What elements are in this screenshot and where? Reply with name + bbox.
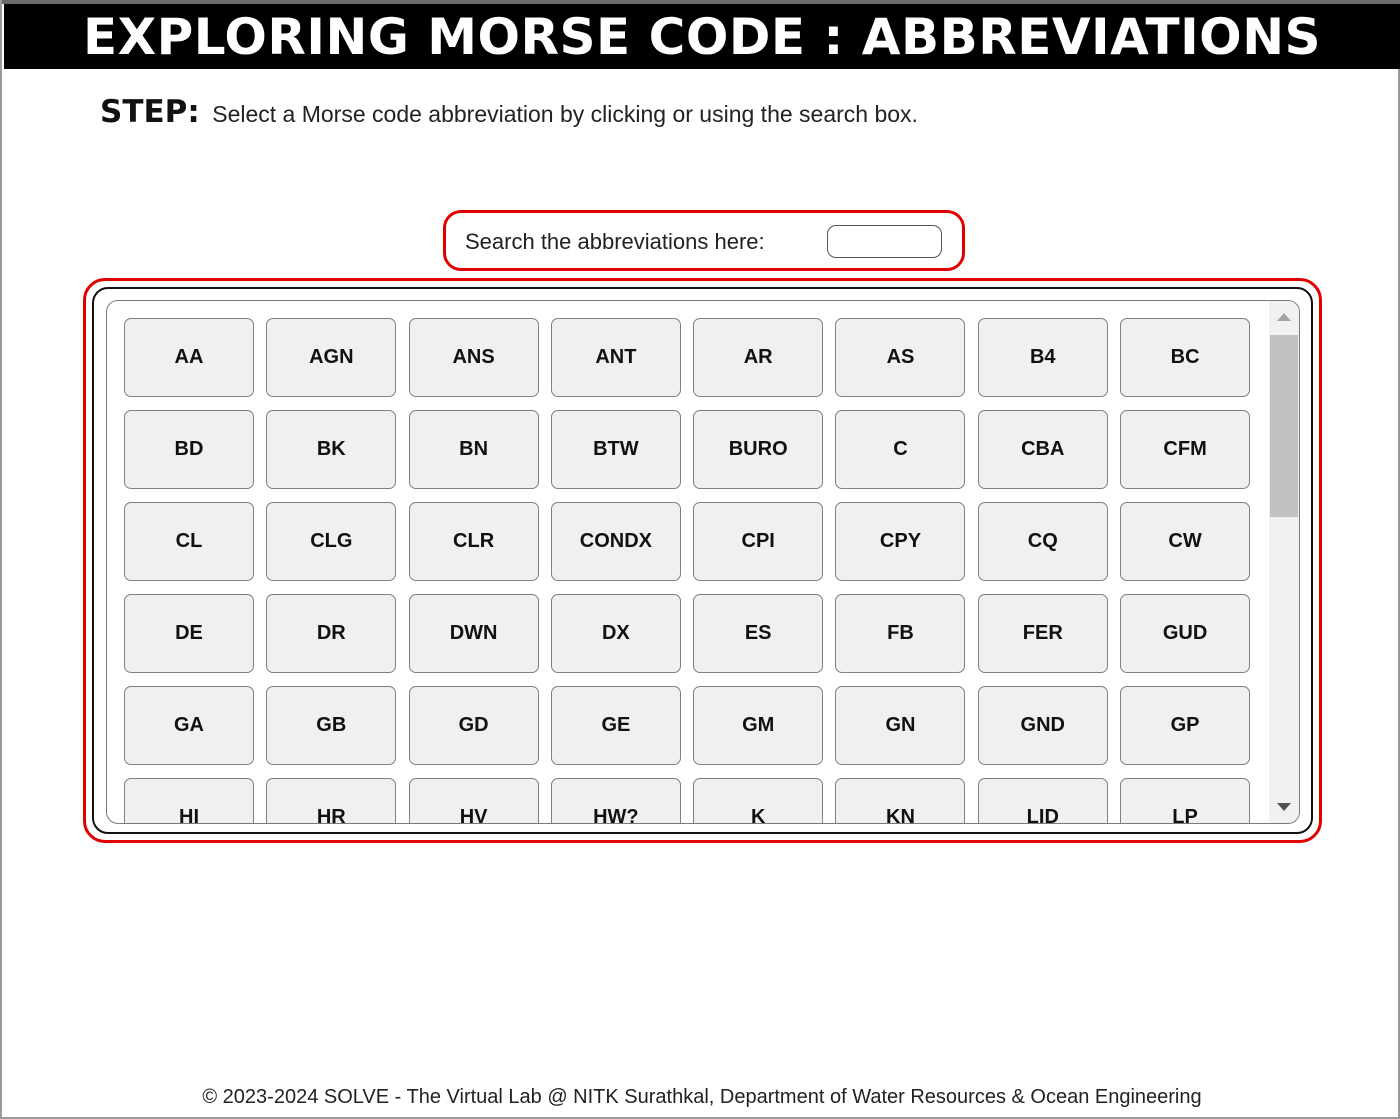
abbreviation-button[interactable]: AGN: [266, 318, 397, 397]
page-title: EXPLORING MORSE CODE : ABBREVIATIONS: [4, 4, 1400, 69]
abbreviation-button[interactable]: GM: [693, 686, 824, 765]
search-label: Search the abbreviations here:: [465, 229, 765, 254]
abbreviation-button[interactable]: HW?: [550, 778, 681, 823]
abbreviation-button[interactable]: BN: [408, 410, 539, 489]
abbreviation-button[interactable]: LID: [977, 778, 1108, 823]
abbreviation-button[interactable]: CPY: [835, 502, 966, 581]
scroll-up-button[interactable]: [1269, 301, 1299, 333]
abbreviation-button[interactable]: DX: [550, 594, 681, 673]
abbreviation-button[interactable]: C: [835, 410, 966, 489]
abbreviation-button[interactable]: DR: [266, 594, 397, 673]
abbreviation-button[interactable]: BTW: [550, 410, 681, 489]
abbreviation-button[interactable]: BURO: [693, 410, 824, 489]
abbreviation-button[interactable]: CPI: [693, 502, 824, 581]
abbreviation-button[interactable]: CONDX: [550, 502, 681, 581]
abbreviation-panel: AA AGN ANS ANT AR AS B4 BC BD BK BN BTW BURO C CBA CFM C…: [83, 278, 1322, 843]
step-text: Select a Morse code abbreviation by clic…: [212, 101, 918, 127]
search-container: Search the abbreviations here:: [443, 210, 965, 271]
abbreviation-button[interactable]: GND: [977, 686, 1108, 765]
scroll-down-button[interactable]: [1269, 791, 1299, 823]
abbreviation-button[interactable]: CLG: [266, 502, 397, 581]
abbreviation-button[interactable]: ANS: [408, 318, 539, 397]
abbreviation-button[interactable]: B4: [977, 318, 1108, 397]
abbreviation-button[interactable]: GN: [835, 686, 966, 765]
abbreviation-button[interactable]: CQ: [977, 502, 1108, 581]
abbreviation-button[interactable]: DWN: [408, 594, 539, 673]
abbreviation-button[interactable]: CL: [124, 502, 254, 581]
step-label: STEP:: [100, 94, 200, 130]
abbreviation-button[interactable]: GE: [550, 686, 681, 765]
abbreviation-button[interactable]: CFM: [1120, 410, 1251, 489]
abbreviation-button[interactable]: GB: [266, 686, 397, 765]
abbreviation-button[interactable]: CW: [1120, 502, 1251, 581]
abbreviation-button[interactable]: GA: [124, 686, 254, 765]
abbreviation-button[interactable]: ANT: [550, 318, 681, 397]
abbreviation-button[interactable]: AS: [835, 318, 966, 397]
abbreviation-button[interactable]: AA: [124, 318, 254, 397]
abbreviation-list: AA AGN ANS ANT AR AS B4 BC BD BK BN BTW BURO C CBA CFM C…: [106, 300, 1300, 824]
footer-copyright: © 2023-2024 SOLVE - The Virtual Lab @ NI…: [202, 1086, 1202, 1108]
scrollbar-thumb[interactable]: [1270, 335, 1298, 517]
search-input[interactable]: [827, 225, 942, 258]
abbreviation-button[interactable]: HV: [408, 778, 539, 823]
vertical-scrollbar[interactable]: [1269, 301, 1299, 823]
abbreviation-button[interactable]: GD: [408, 686, 539, 765]
abbreviation-button[interactable]: BD: [124, 410, 254, 489]
abbreviation-button[interactable]: FB: [835, 594, 966, 673]
window-top-edge: [2, 0, 1400, 4]
abbreviation-button[interactable]: HI: [124, 778, 254, 823]
abbreviation-viewport[interactable]: AA AGN ANS ANT AR AS B4 BC BD BK BN BTW BURO C CBA CFM C…: [107, 301, 1269, 823]
abbreviation-grid: AA AGN ANS ANT AR AS B4 BC BD BK BN BTW BURO C CBA CFM C…: [124, 318, 1254, 823]
abbreviation-panel-inner: AA AGN ANS ANT AR AS B4 BC BD BK BN BTW BURO C CBA CFM C…: [92, 287, 1313, 834]
abbreviation-button[interactable]: GP: [1120, 686, 1251, 765]
abbreviation-button[interactable]: BC: [1120, 318, 1251, 397]
abbreviation-button[interactable]: K: [693, 778, 824, 823]
abbreviation-button[interactable]: GUD: [1120, 594, 1251, 673]
abbreviation-button[interactable]: ES: [693, 594, 824, 673]
abbreviation-button[interactable]: HR: [266, 778, 397, 823]
abbreviation-button[interactable]: AR: [693, 318, 824, 397]
scroll-up-arrow-icon: [1277, 313, 1291, 321]
abbreviation-button[interactable]: CBA: [977, 410, 1108, 489]
abbreviation-button[interactable]: DE: [124, 594, 254, 673]
abbreviation-button[interactable]: KN: [835, 778, 966, 823]
scroll-down-arrow-icon: [1277, 803, 1291, 811]
abbreviation-button[interactable]: BK: [266, 410, 397, 489]
abbreviation-button[interactable]: CLR: [408, 502, 539, 581]
abbreviation-button[interactable]: FER: [977, 594, 1108, 673]
abbreviation-button[interactable]: LP: [1120, 778, 1251, 823]
step-instruction: STEP: Select a Morse code abbreviation b…: [100, 94, 918, 130]
